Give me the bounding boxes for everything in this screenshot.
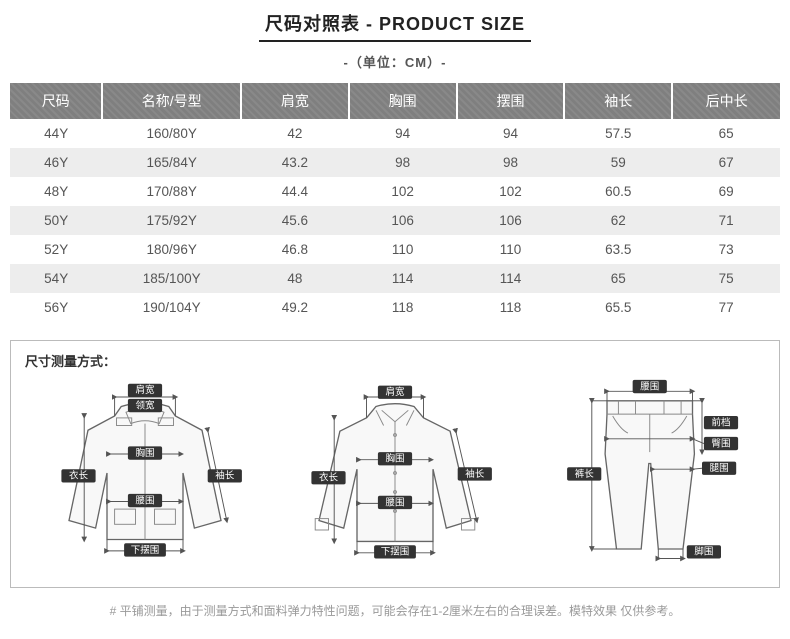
- pants-diagram: 腰围 前档 臀围 腿围: [525, 378, 765, 573]
- table-cell: 63.5: [564, 235, 672, 264]
- table-cell: 65: [564, 264, 672, 293]
- col-header: 袖长: [564, 83, 672, 119]
- table-cell: 46Y: [10, 148, 102, 177]
- table-cell: 160/80Y: [102, 119, 241, 148]
- table-row: 54Y185/100Y481141146575: [10, 264, 780, 293]
- table-cell: 44.4: [241, 177, 349, 206]
- jacket-length-label: 衣长: [69, 470, 89, 482]
- col-header: 名称/号型: [102, 83, 241, 119]
- table-cell: 69: [672, 177, 780, 206]
- col-header: 后中长: [672, 83, 780, 119]
- col-header: 肩宽: [241, 83, 349, 119]
- size-table: 尺码名称/号型肩宽胸围摆围袖长后中长 44Y160/80Y42949457.56…: [10, 83, 780, 322]
- table-cell: 65.5: [564, 293, 672, 322]
- col-header: 尺码: [10, 83, 102, 119]
- shirt-shoulder-label: 肩宽: [385, 386, 405, 398]
- table-cell: 110: [349, 235, 457, 264]
- table-row: 44Y160/80Y42949457.565: [10, 119, 780, 148]
- shirt-chest-label: 胸围: [385, 453, 404, 465]
- table-cell: 185/100Y: [102, 264, 241, 293]
- table-cell: 180/96Y: [102, 235, 241, 264]
- shirt-sleeve-label: 袖长: [465, 468, 485, 480]
- unit-label: -（单位：CM）-: [10, 52, 780, 71]
- pants-length-label: 裤长: [575, 468, 595, 480]
- table-cell: 54Y: [10, 264, 102, 293]
- table-cell: 43.2: [241, 148, 349, 177]
- table-cell: 59: [564, 148, 672, 177]
- table-cell: 73: [672, 235, 780, 264]
- table-cell: 190/104Y: [102, 293, 241, 322]
- table-cell: 106: [457, 206, 565, 235]
- title-wrap: 尺码对照表 - PRODUCT SIZE: [10, 10, 780, 42]
- table-cell: 94: [457, 119, 565, 148]
- table-cell: 67: [672, 148, 780, 177]
- table-row: 48Y170/88Y44.410210260.569: [10, 177, 780, 206]
- table-cell: 102: [457, 177, 565, 206]
- table-cell: 57.5: [564, 119, 672, 148]
- table-row: 46Y165/84Y43.298985967: [10, 148, 780, 177]
- table-cell: 77: [672, 293, 780, 322]
- jacket-diagram: 肩宽 领宽 胸围 腰围 衣长 袖长: [25, 378, 265, 573]
- pants-legopen-label: 脚围: [694, 547, 713, 558]
- table-cell: 71: [672, 206, 780, 235]
- table-cell: 98: [349, 148, 457, 177]
- table-cell: 94: [349, 119, 457, 148]
- table-cell: 118: [349, 293, 457, 322]
- table-cell: 65: [672, 119, 780, 148]
- table-row: 56Y190/104Y49.211811865.577: [10, 293, 780, 322]
- jacket-sleeve-label: 袖长: [215, 470, 235, 482]
- footnote: # 平铺测量，由于测量方式和面料弹力特性问题，可能会存在1-2厘米左右的合理误差…: [10, 602, 780, 619]
- table-cell: 56Y: [10, 293, 102, 322]
- table-cell: 48Y: [10, 177, 102, 206]
- table-cell: 50Y: [10, 206, 102, 235]
- col-header: 胸围: [349, 83, 457, 119]
- pants-hip-label: 臀围: [711, 438, 730, 449]
- table-cell: 75: [672, 264, 780, 293]
- jacket-waist-label: 腰围: [135, 495, 154, 506]
- table-row: 52Y180/96Y46.811011063.573: [10, 235, 780, 264]
- shirt-waist-label: 腰围: [385, 497, 404, 508]
- table-cell: 44Y: [10, 119, 102, 148]
- size-table-body: 44Y160/80Y42949457.56546Y165/84Y43.29898…: [10, 119, 780, 322]
- table-cell: 114: [457, 264, 565, 293]
- shirt-length-label: 衣长: [319, 472, 339, 484]
- table-cell: 102: [349, 177, 457, 206]
- table-cell: 52Y: [10, 235, 102, 264]
- table-cell: 49.2: [241, 293, 349, 322]
- shirt-diagram: 肩宽 胸围 腰围 衣长 袖长: [275, 378, 515, 573]
- pants-thigh-label: 腿围: [710, 463, 729, 474]
- size-table-head: 尺码名称/号型肩宽胸围摆围袖长后中长: [10, 83, 780, 119]
- page-title: 尺码对照表 - PRODUCT SIZE: [259, 10, 531, 42]
- jacket-hem-label: 下摆围: [131, 544, 160, 556]
- col-header: 摆围: [457, 83, 565, 119]
- table-cell: 60.5: [564, 177, 672, 206]
- table-cell: 110: [457, 235, 565, 264]
- table-cell: 118: [457, 293, 565, 322]
- measure-section-title: 尺寸测量方式：: [25, 351, 765, 370]
- table-cell: 114: [349, 264, 457, 293]
- table-cell: 62: [564, 206, 672, 235]
- table-header-row: 尺码名称/号型肩宽胸围摆围袖长后中长: [10, 83, 780, 119]
- table-cell: 106: [349, 206, 457, 235]
- jacket-shoulder-label: 肩宽: [135, 384, 155, 396]
- table-cell: 175/92Y: [102, 206, 241, 235]
- measure-box: 尺寸测量方式：: [10, 340, 780, 588]
- table-row: 50Y175/92Y45.61061066271: [10, 206, 780, 235]
- diagrams-row: 肩宽 领宽 胸围 腰围 衣长 袖长: [25, 378, 765, 573]
- table-cell: 48: [241, 264, 349, 293]
- jacket-chest-label: 胸围: [135, 447, 154, 459]
- jacket-collar-label: 领宽: [135, 399, 155, 411]
- table-cell: 42: [241, 119, 349, 148]
- table-cell: 46.8: [241, 235, 349, 264]
- pants-rise-label: 前档: [711, 417, 730, 429]
- table-cell: 98: [457, 148, 565, 177]
- table-cell: 45.6: [241, 206, 349, 235]
- shirt-hem-label: 下摆围: [381, 546, 410, 558]
- table-cell: 165/84Y: [102, 148, 241, 177]
- table-cell: 170/88Y: [102, 177, 241, 206]
- pants-waist-label: 腰围: [640, 381, 659, 392]
